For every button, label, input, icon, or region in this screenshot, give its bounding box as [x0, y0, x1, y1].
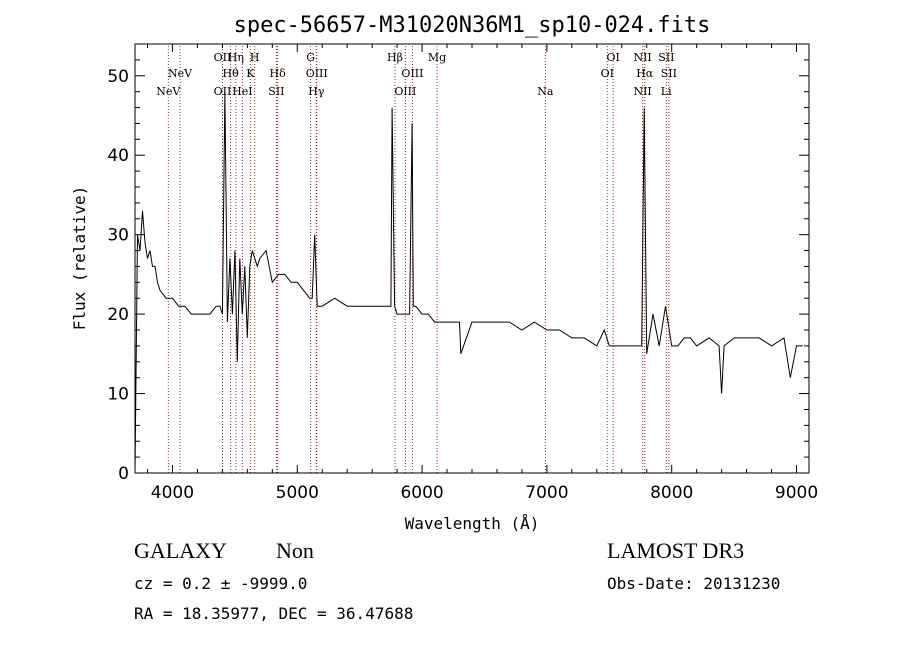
- spectral-line-label: Hη: [228, 51, 244, 64]
- spectral-line-label: H: [250, 51, 260, 64]
- y-tick-label: 20: [107, 305, 129, 325]
- spectral-line-label: SII: [661, 67, 677, 80]
- spectral-line-label: OIII: [401, 67, 423, 80]
- survey-name: LAMOST DR3: [607, 538, 745, 563]
- spectral-line-label: Hγ: [308, 85, 325, 98]
- spectral-line-label: Na: [537, 85, 554, 98]
- y-tick-label: 50: [107, 67, 129, 87]
- object-subclass: Non: [276, 538, 314, 563]
- x-axis-label: Wavelength (Å): [405, 514, 540, 533]
- y-tick-label: 30: [107, 226, 129, 246]
- spectral-line-label: OIII: [306, 67, 328, 80]
- spectral-line-label: G: [306, 51, 315, 64]
- x-tick-label: 7000: [525, 483, 568, 503]
- observation-date: Obs-Date: 20131230: [607, 574, 781, 593]
- y-tick-label: 0: [118, 464, 129, 484]
- x-tick-label: 5000: [276, 483, 319, 503]
- spectral-line-label: OII: [214, 85, 232, 98]
- spectral-line-label: HeI: [232, 85, 252, 98]
- x-tick-label: 8000: [650, 483, 693, 503]
- x-axis: 4000 5000 6000 7000 8000 9000: [146, 44, 818, 503]
- y-axis: 0 10 20 30 40 50: [107, 43, 809, 484]
- spectral-line-label: OI: [606, 51, 619, 64]
- plot-frame: [134, 43, 810, 474]
- y-tick-label: 40: [107, 146, 129, 166]
- spectral-line-label: NeV: [168, 67, 193, 80]
- spectral-line-label: SII: [658, 51, 674, 64]
- spectral-line-label: Mg: [428, 51, 446, 64]
- x-tick-label: 6000: [400, 483, 443, 503]
- spectral-line-label: NII: [633, 51, 651, 64]
- x-tick-label: 4000: [151, 483, 194, 503]
- spectral-line-label: K: [246, 67, 255, 80]
- spectral-line-markers: [167, 46, 670, 473]
- spectral-line-label: OIII: [394, 85, 416, 98]
- spectral-line-label: Hβ: [387, 51, 403, 64]
- ra-dec-coordinates: RA = 18.35977, DEC = 36.47688: [134, 604, 414, 623]
- y-tick-label: 10: [107, 385, 129, 405]
- spectral-line-label: Hδ: [270, 67, 287, 80]
- spectral-line-label: Hα: [636, 67, 654, 80]
- x-tick-label: 9000: [775, 483, 818, 503]
- spectral-line-label: OII: [214, 51, 232, 64]
- spectral-line-label: OI: [601, 67, 614, 80]
- chart-title: spec-56657-M31020N36M1_sp10-024.fits: [234, 13, 711, 38]
- spectral-line-label: Li: [661, 85, 672, 98]
- spectral-line-label: NII: [633, 85, 651, 98]
- redshift-cz: cz = 0.2 ± -9999.0: [134, 574, 308, 593]
- spectrum-series-line: [134, 91, 803, 474]
- spectral-line-label: Hθ: [222, 67, 239, 80]
- object-class: GALAXY: [134, 538, 227, 563]
- spectral-line-label: SII: [268, 85, 284, 98]
- y-axis-label: Flux (relative): [70, 186, 89, 331]
- spectral-line-label: NeV: [156, 85, 181, 98]
